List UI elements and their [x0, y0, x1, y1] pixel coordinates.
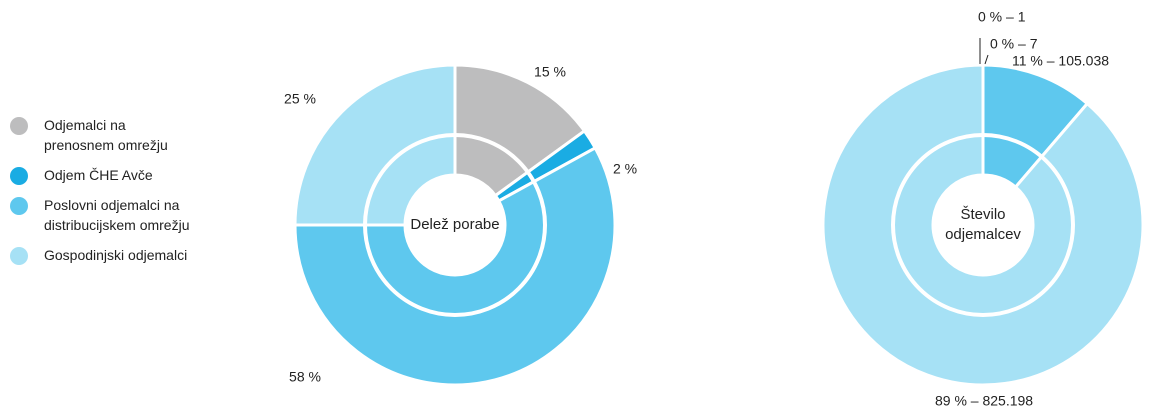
center-label: Delež porabe: [410, 216, 500, 233]
leader-line: [984, 54, 989, 65]
legend-swatch: [10, 167, 28, 185]
data-label: 11 % – 105.038: [1012, 53, 1109, 69]
legend-label: Poslovni odjemalci na distribucijskem om…: [44, 197, 190, 233]
data-label: 89 % – 825.198: [935, 393, 1033, 409]
data-label: 0 % – 1: [978, 9, 1026, 25]
legend-item: Gospodinjski odjemalci: [10, 245, 254, 265]
legend-swatch: [10, 247, 28, 265]
legend-item: Odjem ČHE Avče: [10, 165, 234, 185]
legend-swatch: [10, 197, 28, 215]
legend-item: Odjemalci na prenosnem omrežju: [10, 115, 194, 155]
legend-label: Gospodinjski odjemalci: [44, 247, 188, 263]
inner-ring: [891, 133, 1075, 317]
center-label: Število odjemalcev: [945, 206, 1021, 243]
data-label: 25 %: [284, 91, 316, 107]
data-label: 2 %: [613, 161, 637, 177]
legend-label: Odjemalci na prenosnem omrežju: [44, 117, 168, 153]
data-label: 15 %: [534, 64, 566, 80]
inner-ring: [363, 133, 547, 317]
donut-hole: [405, 175, 505, 275]
data-label: 58 %: [289, 369, 321, 385]
legend-label: Odjem ČHE Avče: [44, 167, 153, 183]
legend: Odjemalci na prenosnem omrežju Odjem ČHE …: [10, 115, 254, 275]
donut-hole: [933, 175, 1033, 275]
legend-swatch: [10, 117, 28, 135]
legend-item: Poslovni odjemalci na distribucijskem om…: [10, 195, 194, 235]
data-label: 0 % – 7: [990, 36, 1038, 52]
